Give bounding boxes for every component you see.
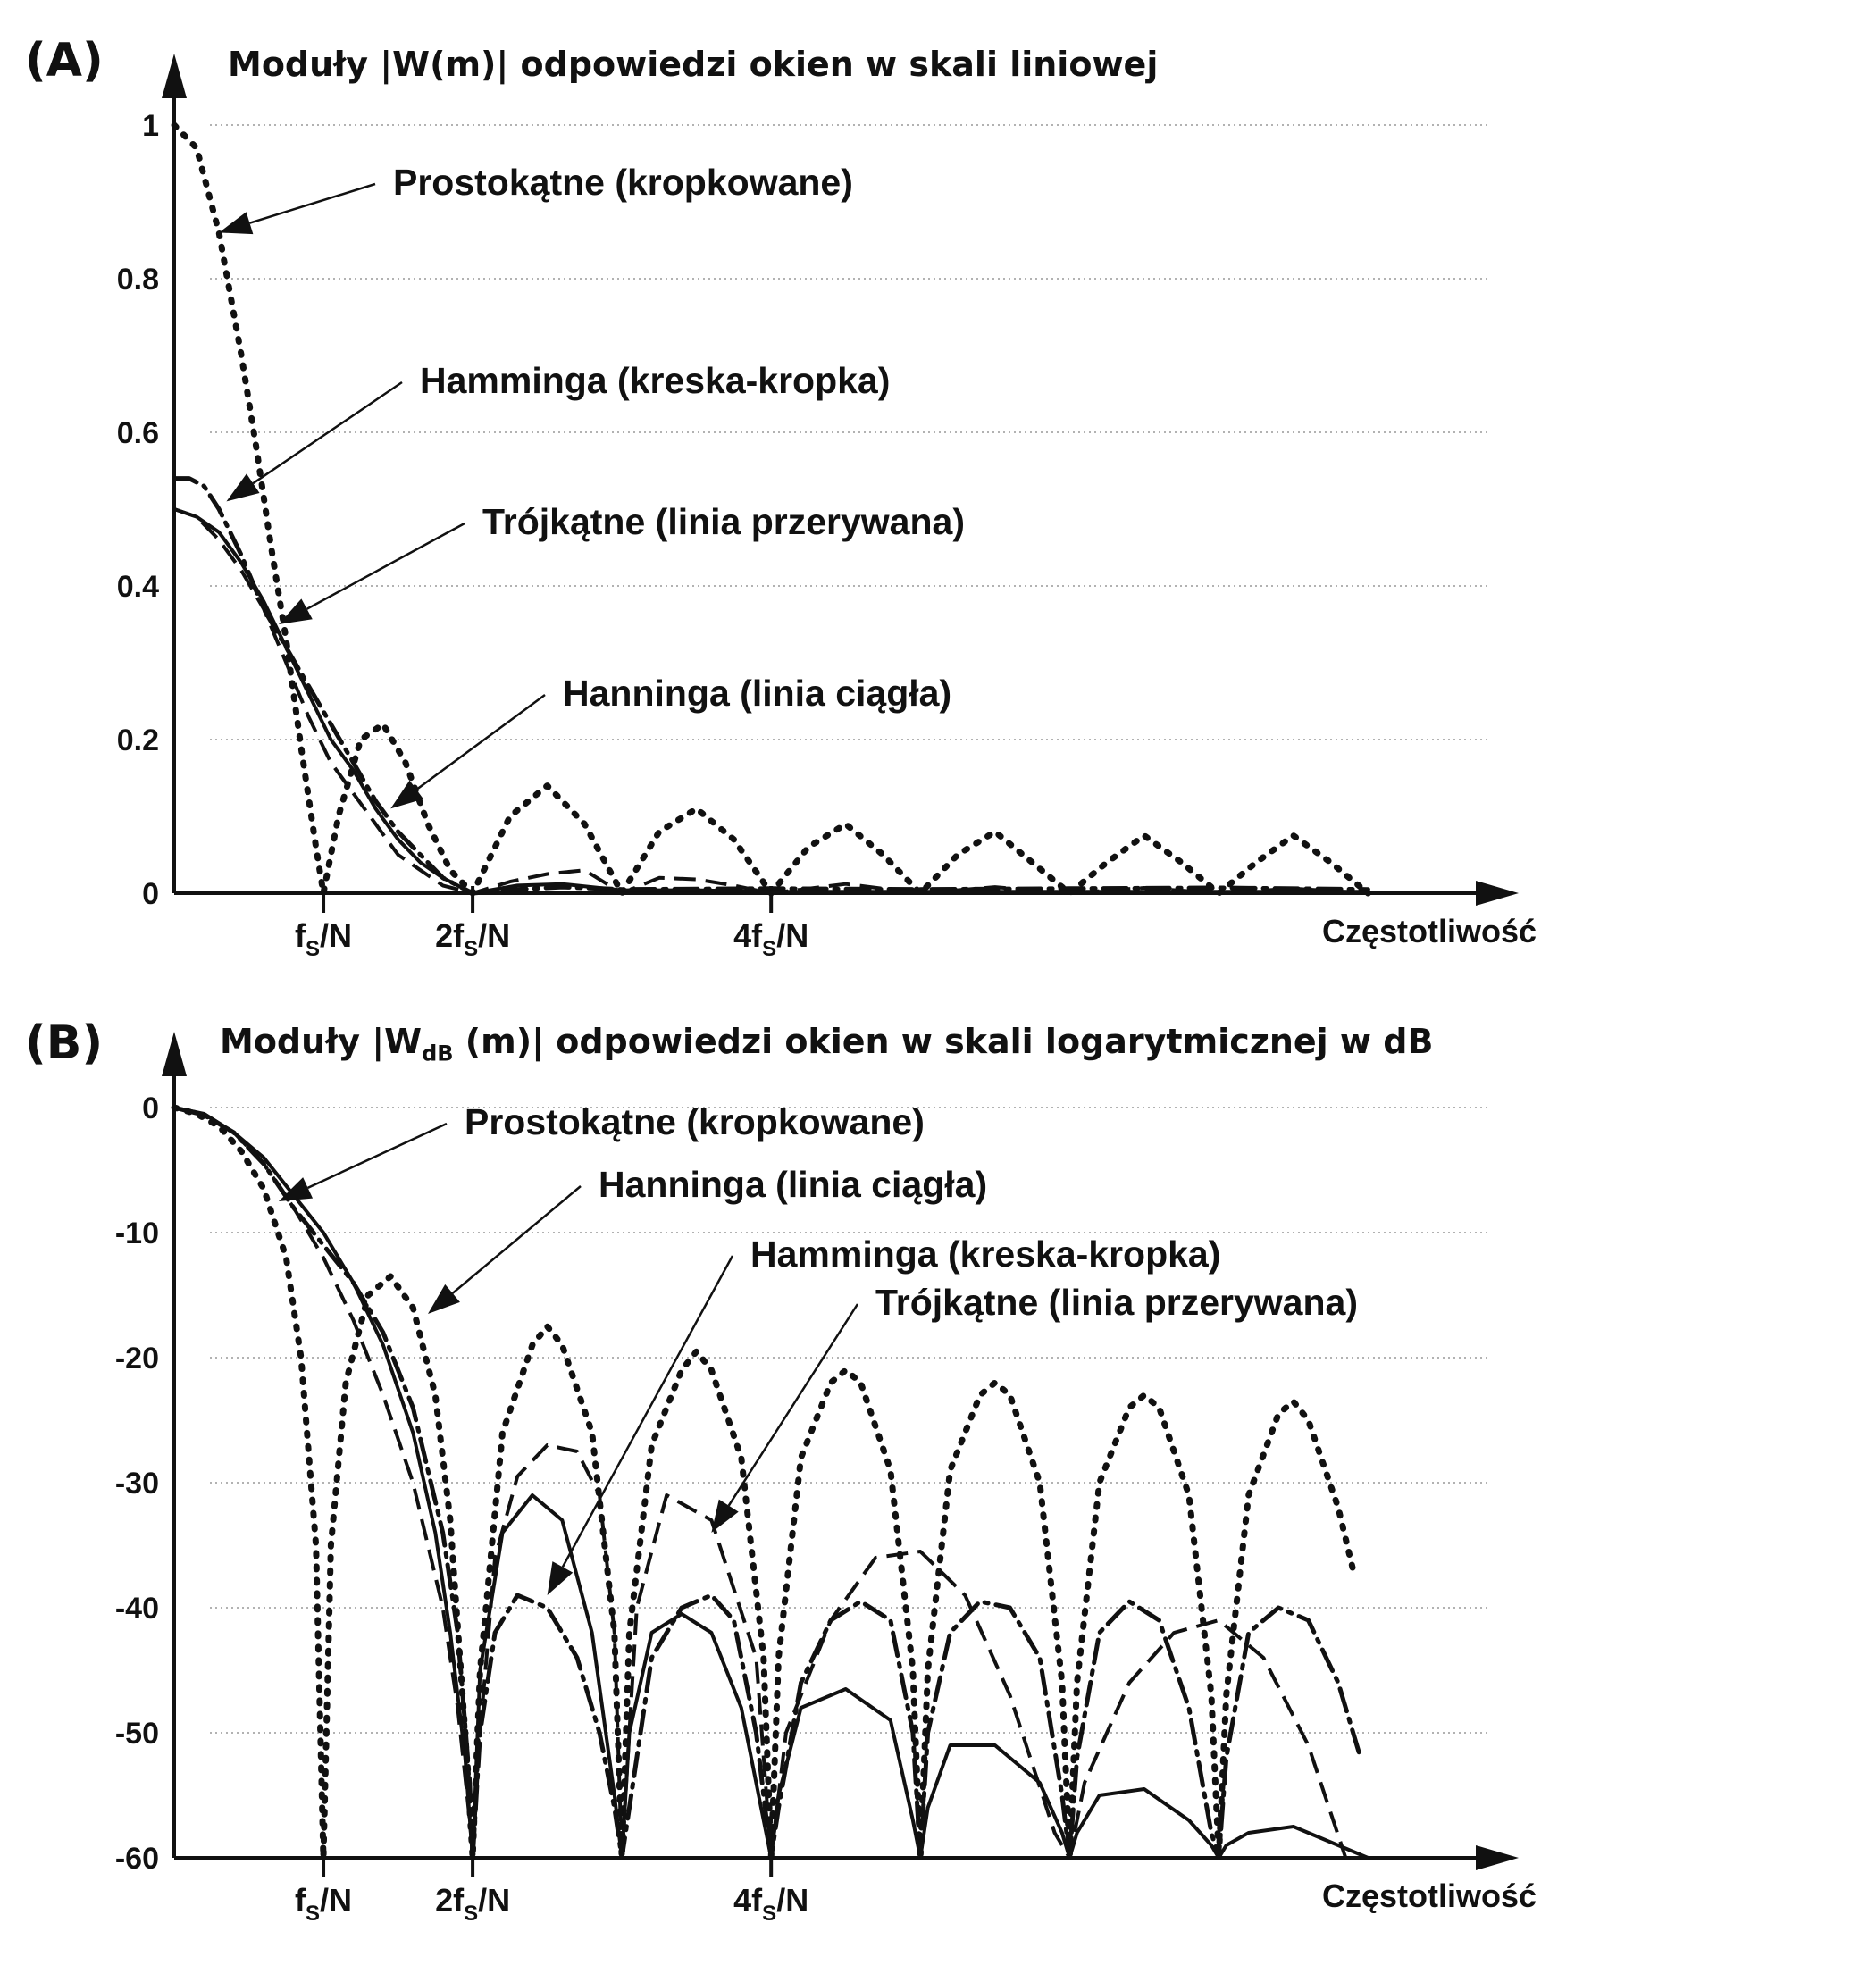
y-tick-label: 0 [142,1091,159,1125]
x-tick-label-main: 4f [733,1882,763,1919]
x-tick-label-subscript: S [306,1902,320,1926]
x-tick-label-suffix: /N [478,917,510,954]
series-line-dashdot [172,476,1370,896]
y-tick-label: 1 [142,109,159,143]
annotation-label: Hamminga (kreska-kropka) [750,1233,1220,1275]
annotation-arrowhead [226,473,260,502]
y-axis-arrowhead [162,1032,187,1076]
chart-title-a: Moduły |W(m)| odpowiedzi okien w skali l… [228,45,1159,84]
annotation-label: Hanninga (linia ciągła) [599,1164,987,1205]
annotation-arrowhead [390,780,423,809]
panel-label-b: (B) [25,1016,104,1070]
annotation-label: Prostokątne (kropkowane) [465,1101,925,1142]
y-tick-label: -30 [115,1467,159,1501]
annotation-arrowhead [427,1284,460,1314]
gridlines [210,124,1487,740]
x-tick-label-subscript: S [306,937,320,961]
x-tick-label-subscript: S [762,937,776,961]
annotation-arrow-line [415,693,546,791]
x-tick-label-main: f [295,1882,306,1919]
annotation-arrow-line [561,1255,734,1568]
annotation-arrow-line [306,522,465,610]
y-tick-label: -20 [115,1342,159,1376]
annotation-arrow-line [727,1303,859,1507]
x-axis-label: Częstotliwość [1322,913,1537,949]
annotation-label: Trójkątne (linia przerywana) [875,1282,1358,1323]
x-tick-label-subscript: S [464,1902,478,1926]
y-tick-label: 0.4 [117,570,159,604]
annotation-label: Prostokątne (kropkowane) [393,162,853,203]
y-tick-label: 0 [142,877,159,911]
chart-title-b-subscript: dB [422,1041,454,1066]
series-line-solid [172,1106,1370,1860]
series-line-dashdot [172,1105,1363,1860]
x-tick-label: 2fS/N [435,917,510,961]
annotation-arrowhead [547,1561,574,1595]
x-tick-label-suffix: /N [320,1882,352,1919]
x-tick-label-suffix: /N [478,1882,510,1919]
annotation-label: Hamminga (kreska-kropka) [420,360,890,401]
x-tick-label: fS/N [295,1882,352,1926]
chart-panel-db: (B) Moduły |WdB (m)| odpowiedzi okien w … [0,982,1876,1965]
chart-panel-linear: (A) Moduły |W(m)| odpowiedzi okien w ska… [0,0,1876,982]
annotation-arrowhead [278,598,313,624]
y-tick-label: -50 [115,1717,159,1751]
annotation-arrow-line [451,1185,582,1294]
y-tick-label: -40 [115,1592,159,1626]
x-axis-arrowhead [1476,1845,1519,1870]
series-line-dashed [173,507,1369,895]
x-tick-label-main: 2f [435,1882,465,1919]
y-tick-label: 0.8 [117,263,159,297]
x-tick-label-subscript: S [464,937,478,961]
y-tick-label: 0.2 [117,723,159,757]
series-line-dashed [173,1106,1369,1860]
chart-title-b-pre: Moduły |W [220,1022,423,1061]
x-tick-label-main: f [295,917,306,954]
x-tick-label: 4fS/N [733,1882,808,1926]
x-tick-label-suffix: /N [776,1882,808,1919]
y-tick-label: 0.6 [117,416,159,450]
annotation-label: Trójkątne (linia przerywana) [482,501,965,542]
series-line-solid [172,507,1370,895]
y-axis-arrowhead [162,54,187,98]
x-tick-label-suffix: /N [320,917,352,954]
x-tick-label-main: 4f [733,917,763,954]
x-axis-arrowhead [1476,881,1519,906]
x-axis-label: Częstotliwość [1322,1877,1537,1914]
x-tick-label-suffix: /N [776,917,808,954]
x-tick-label-main: 2f [435,917,465,954]
x-tick-label: 4fS/N [733,917,808,961]
annotation-arrow-line [249,182,376,224]
annotation-label: Hanninga (linia ciągła) [563,673,951,714]
chart-title-b: Moduły |WdB (m)| odpowiedzi okien w skal… [220,1022,1433,1066]
x-tick-label-subscript: S [762,1902,776,1926]
y-tick-label: -10 [115,1217,159,1250]
annotation-arrowhead [711,1499,739,1533]
x-tick-label: fS/N [295,917,352,961]
annotation-arrow-line [252,380,403,485]
chart-title-b-post: (m)| odpowiedzi okien w skali logarytmic… [453,1022,1434,1061]
y-tick-label: -60 [115,1842,159,1876]
annotation-arrowhead [278,1177,314,1201]
panel-label-a: (A) [25,34,104,88]
annotation-arrow-line [307,1122,448,1190]
annotation-arrowhead [219,212,254,235]
series-line-dotted [171,1104,1357,1861]
x-tick-label: 2fS/N [435,1882,510,1926]
